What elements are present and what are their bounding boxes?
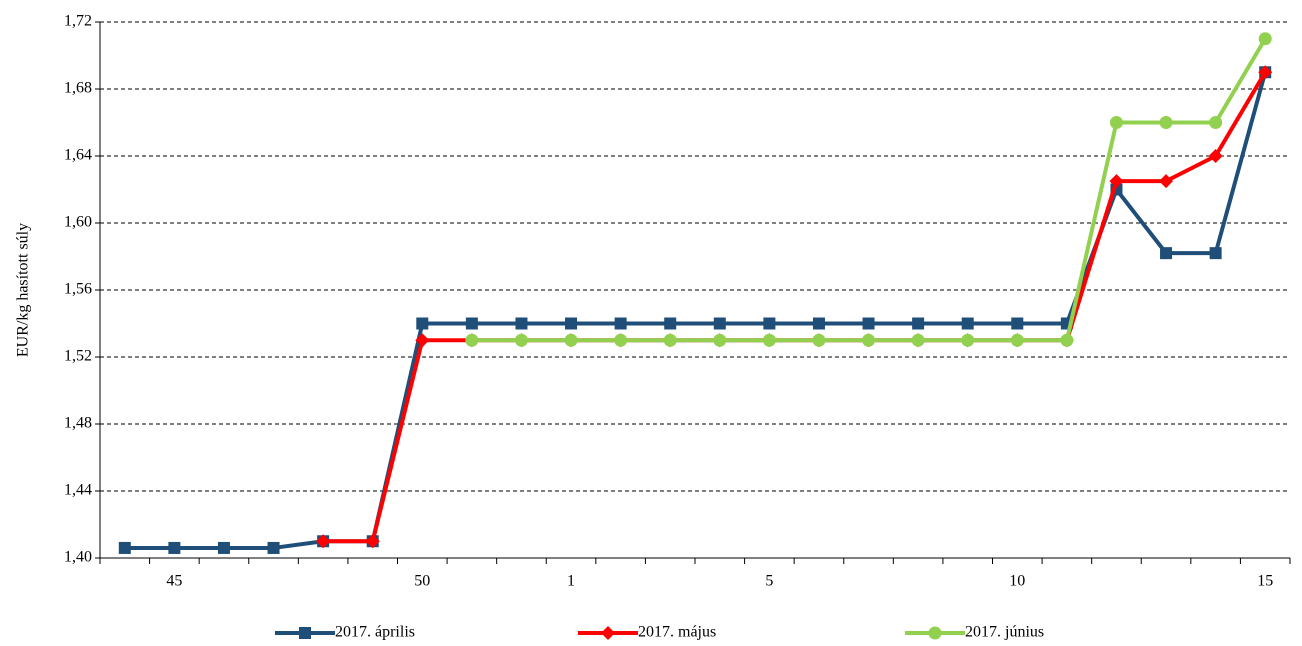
y-tick-label: 1,72 [64,13,92,30]
marker [663,333,677,347]
y-tick-label: 1,64 [64,147,92,164]
legend-label: 2017. május [638,624,716,641]
marker [515,317,528,330]
y-tick-label: 1,68 [64,80,92,97]
series-line [124,71,1268,550]
marker [118,541,131,554]
marker [1209,116,1223,129]
y-tick-label: 1,48 [64,415,92,432]
x-tick-label: 50 [414,573,430,590]
y-tick-label: 1,56 [64,281,92,298]
marker [514,333,528,347]
marker [316,534,331,549]
marker [1258,32,1272,46]
series-line [323,71,1267,544]
marker [862,317,875,330]
marker [1109,116,1123,129]
y-axis-label: EUR/kg hasított súly [15,223,32,357]
marker [564,333,578,347]
marker [1159,116,1173,129]
legend-label: 2017. június [965,624,1044,641]
marker [1010,333,1024,347]
marker [565,317,578,330]
marker [1011,317,1024,330]
marker [415,333,430,348]
marker [911,333,925,347]
y-tick-label: 1,52 [64,348,92,365]
marker [1160,247,1173,260]
marker [762,333,776,347]
marker [365,534,380,549]
marker [713,317,726,330]
x-tick-label: 5 [765,573,773,590]
marker [862,333,876,347]
marker [465,317,478,330]
series-line [471,37,1267,343]
marker [912,317,925,330]
marker [1208,149,1223,163]
y-tick-label: 1,60 [64,214,92,231]
marker [416,317,429,330]
legend-label: 2017. április [335,624,415,641]
marker [812,317,825,330]
x-tick-label: 10 [1009,573,1025,590]
x-tick-label: 15 [1257,573,1273,590]
marker [812,333,826,347]
marker [1258,65,1273,80]
marker [601,626,615,640]
marker [299,627,311,639]
marker [614,317,627,330]
marker [763,317,776,330]
marker [961,333,975,347]
marker [1109,174,1124,189]
x-tick-label: 45 [166,573,182,590]
marker [465,333,479,347]
marker [713,333,727,347]
marker [1060,333,1074,347]
marker [928,626,942,640]
marker [664,317,677,330]
marker [1209,247,1222,260]
marker [961,317,974,330]
y-tick-label: 1,40 [64,549,92,566]
marker [267,541,280,554]
marker [217,541,230,554]
y-tick-label: 1,44 [64,482,92,499]
marker [614,333,628,347]
x-tick-label: 1 [567,573,575,590]
marker [1159,174,1174,189]
marker [168,541,181,554]
